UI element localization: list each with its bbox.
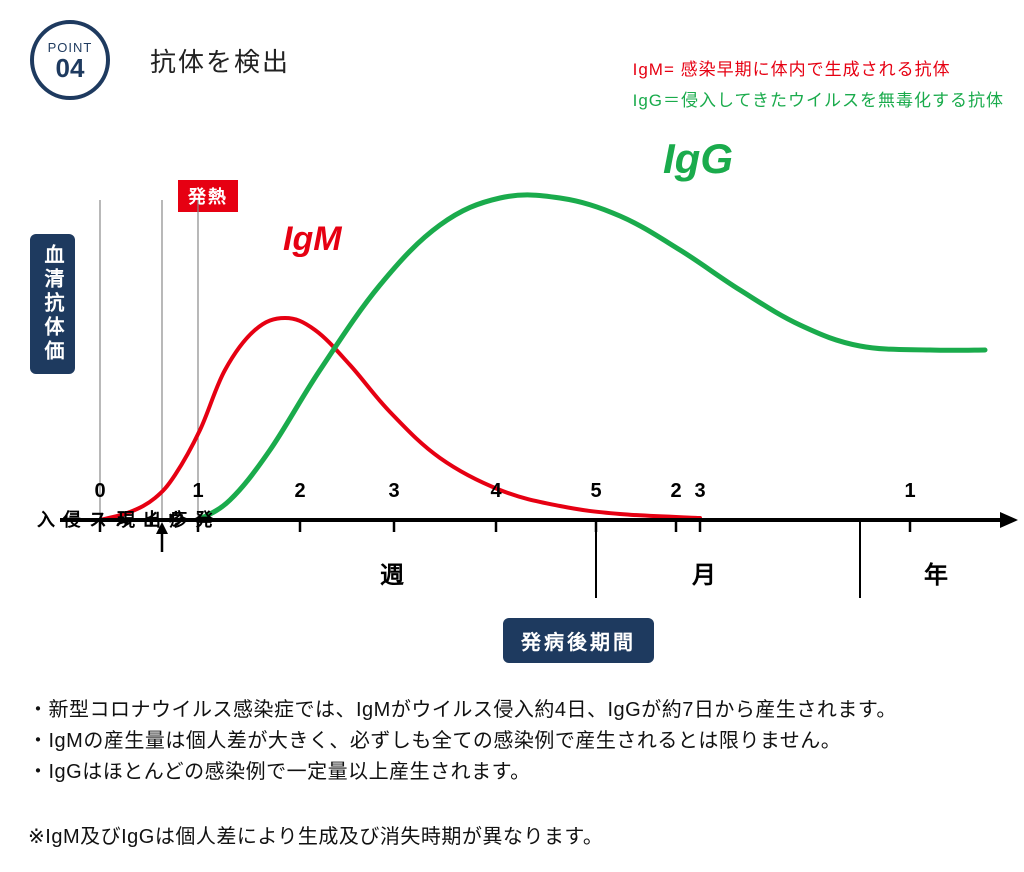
axis-section-label: 週: [380, 555, 408, 590]
tick-label: 4: [490, 480, 501, 503]
legend-igg: IgG＝侵入してきたウイルスを無毒化する抗体: [633, 86, 1004, 117]
bullet-list: ・新型コロナウイルス感染症では、IgMがウイルス侵入約4日、IgGが約7日から産…: [28, 695, 897, 788]
bullet-item: ・新型コロナウイルス感染症では、IgMがウイルス侵入約4日、IgGが約7日から産…: [28, 695, 897, 726]
axis-section-label: 月: [692, 555, 720, 590]
tick-label: 3: [694, 480, 705, 503]
point-badge: POINT 04: [30, 20, 110, 100]
axis-section-label: 年: [924, 555, 952, 590]
x-axis-label: 発病後期間: [503, 618, 654, 663]
tick-label: 2: [670, 480, 681, 503]
tick-label: 0: [94, 480, 105, 503]
tick-label: 2: [294, 480, 305, 503]
legend: IgM= 感染早期に体内で生成される抗体 IgG＝侵入してきたウイルスを無毒化す…: [633, 55, 1004, 116]
tick-label: 3: [388, 480, 399, 503]
bullet-item: ・IgGはほとんどの感染例で一定量以上産生されます。: [28, 757, 897, 788]
tick-label: 5: [590, 480, 601, 503]
antibody-chart: [0, 130, 1024, 610]
axis-event-label: 発疹出現: [112, 510, 216, 530]
point-number: 04: [56, 55, 85, 81]
legend-igm: IgM= 感染早期に体内で生成される抗体: [633, 55, 1004, 86]
tick-label: 1: [904, 480, 915, 503]
footnote: ※IgM及びIgGは個人差により生成及び消失時期が異なります。: [28, 820, 603, 849]
page-title: 抗体を検出: [150, 42, 290, 79]
tick-label: 1: [192, 480, 203, 503]
bullet-item: ・IgMの産生量は個人差が大きく、必ずしも全ての感染例で産生されるとは限りません…: [28, 726, 897, 757]
